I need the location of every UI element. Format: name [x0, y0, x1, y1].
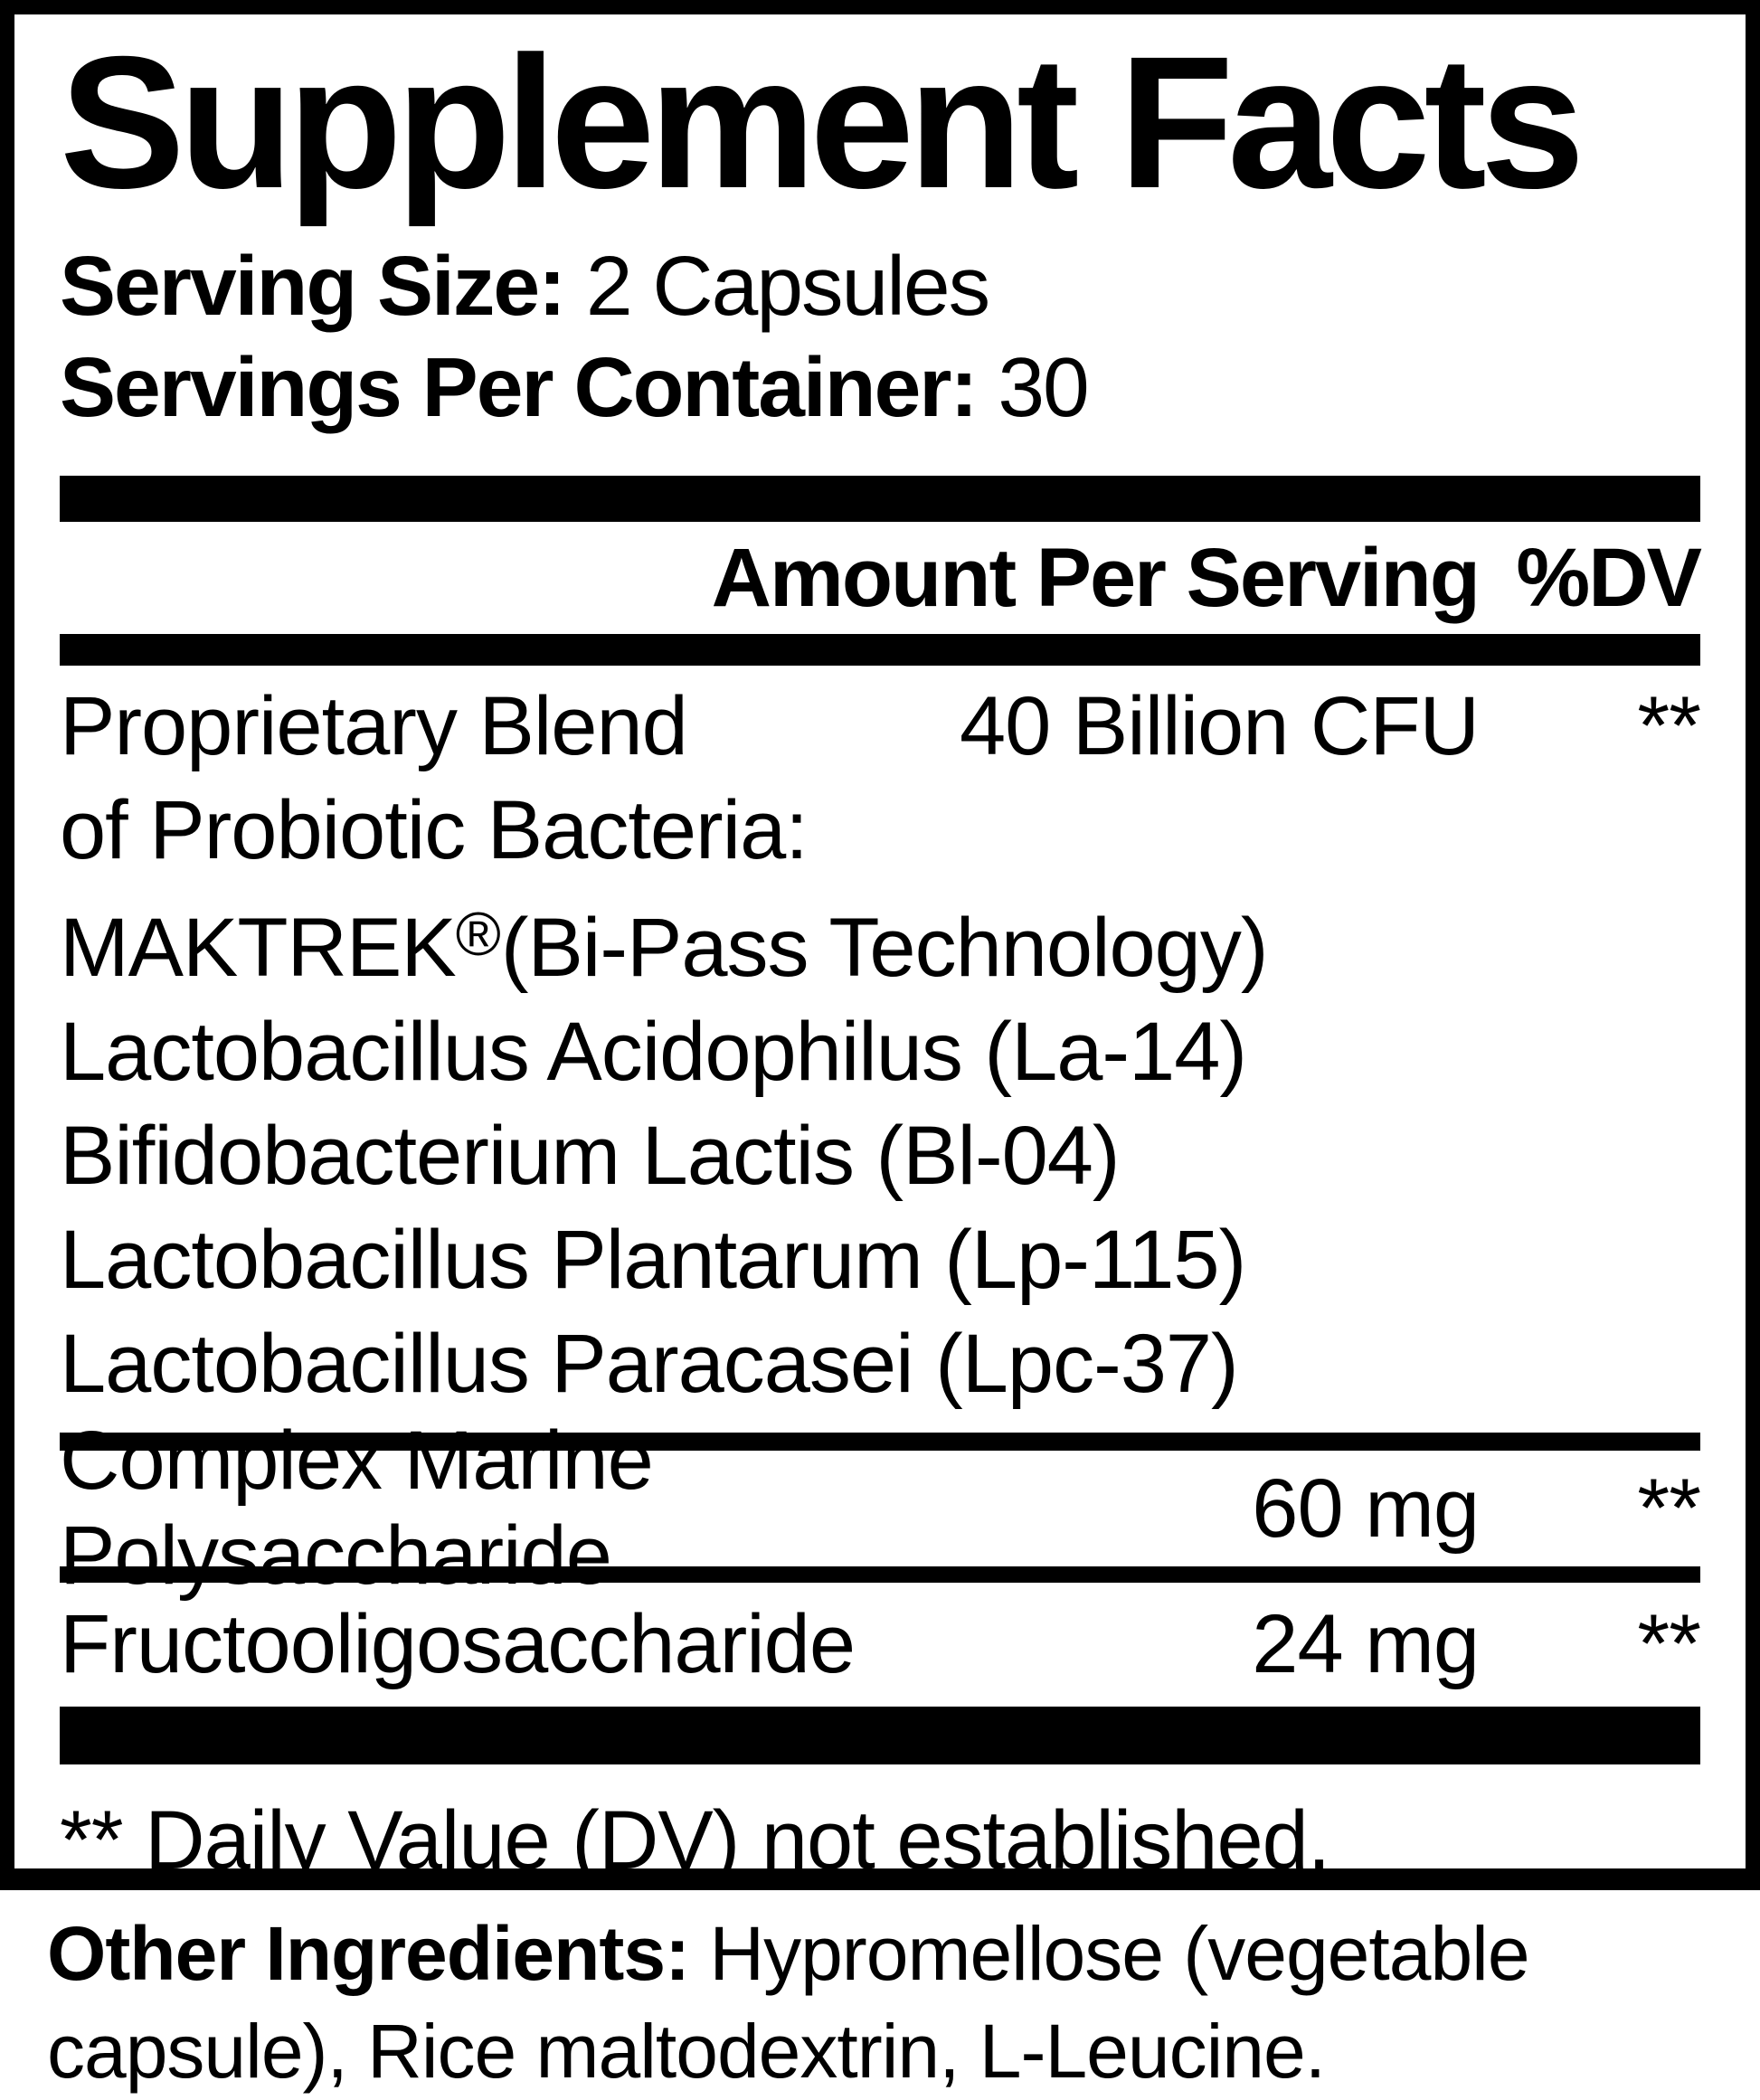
- ingredient-name: Fructooligosaccharide: [60, 1598, 856, 1691]
- blend-line-2: of Probiotic Bacteria:: [60, 784, 809, 876]
- divider-rule-2: [60, 1566, 1700, 1584]
- blend-strain-1: Lactobacillus Acidophilus (La-14): [60, 1006, 1247, 1099]
- ingredient-row-fructooligosaccharide: Fructooligosaccharide 24 mg **: [60, 1583, 1701, 1707]
- other-ingredients-label: Other Ingredients:: [47, 1911, 690, 1996]
- ingredient-amount: 60 mg: [1252, 1461, 1480, 1555]
- ingredient-dv: **: [1637, 1461, 1701, 1555]
- serving-size-value: 2 Capsules: [585, 239, 990, 333]
- divider-bar-thick-bottom: [60, 1707, 1700, 1765]
- column-header-row: Amount Per Serving %DV: [60, 522, 1702, 634]
- servings-per-container-value: 30: [998, 340, 1089, 434]
- blend-main-row: Proprietary Blend 40 Billion CFU **: [60, 675, 1701, 779]
- blend-amount: 40 Billion CFU: [960, 680, 1480, 772]
- blend-strain-3: Lactobacillus Plantarum (Lp-115): [60, 1214, 1246, 1307]
- blend-strain-4: Lactobacillus Paracasei (Lpc-37): [60, 1318, 1239, 1411]
- serving-size-label: Serving Size:: [60, 239, 566, 333]
- percent-dv-header: %DV: [1516, 531, 1702, 624]
- proprietary-blend-section: Proprietary Blend 40 Billion CFU ** of P…: [60, 666, 1701, 1433]
- other-ingredients-section: Other Ingredients: Hypromellose (vegetab…: [0, 1890, 1760, 2100]
- amount-per-serving-header: Amount Per Serving: [711, 531, 1481, 624]
- blend-line-maktrek: MAKTREK®(Bi-Pass Technology): [60, 883, 1700, 1000]
- serving-size-line: Serving Size: 2 Capsules: [60, 235, 1700, 336]
- ingredient-row-complex-marine-polysaccharide: Complex Marine Polysaccharide 60 mg **: [60, 1414, 1701, 1602]
- supplement-facts-panel: Supplement Facts Serving Size: 2 Capsule…: [0, 0, 1760, 1890]
- divider-bar-thick-top: [60, 476, 1700, 522]
- daily-value-footnote: ** Daily Value (DV) not established.: [60, 1794, 1330, 1887]
- blend-name: Proprietary Blend: [60, 680, 688, 772]
- servings-per-container-line: Servings Per Container: 30: [60, 336, 1700, 438]
- divider-bar-below-header: [60, 634, 1700, 666]
- registered-trademark-icon: ®: [455, 900, 501, 969]
- blend-strain-2: Bifidobacterium Lactis (Bl-04): [60, 1110, 1121, 1203]
- other-ingredients-line2: capsule), Rice maltodextrin, L-Leucine.: [47, 2009, 1326, 2094]
- maktrek-name: MAKTREK: [60, 902, 457, 995]
- servings-per-container-label: Servings Per Container:: [60, 340, 978, 434]
- blend-dv: **: [1637, 680, 1701, 772]
- panel-title: Supplement Facts: [60, 18, 1585, 228]
- serving-info: Serving Size: 2 Capsules Servings Per Co…: [60, 235, 1700, 438]
- ingredient-name: Complex Marine Polysaccharide: [60, 1414, 654, 1603]
- ingredient-dv: **: [1637, 1598, 1701, 1691]
- divider-rule-1: [60, 1433, 1700, 1452]
- other-ingredients-line1: Hypromellose (vegetable: [709, 1911, 1529, 1996]
- maktrek-rest: (Bi-Pass Technology): [500, 902, 1269, 995]
- ingredient-amount: 24 mg: [1252, 1598, 1480, 1691]
